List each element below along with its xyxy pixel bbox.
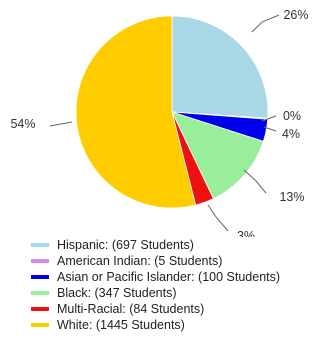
legend-swatch-2 [31, 275, 49, 279]
leader-line-0 [251, 14, 280, 33]
legend-label-0: Hispanic: (697 Students) [57, 238, 194, 252]
legend-swatch-3 [31, 291, 49, 295]
leader-line-1 [261, 115, 277, 122]
pie-slice-0 [171, 15, 269, 119]
legend-item-1: American Indian: (5 Students) [31, 253, 280, 269]
pie-slices [75, 15, 269, 209]
legend-label-2: Asian or Pacific Islander: (100 Students… [57, 270, 281, 284]
legend-item-2: Asian or Pacific Islander: (100 Students… [31, 269, 280, 285]
slice-percent-label-4: 3% [237, 229, 255, 237]
slice-percent-label-3: 13% [279, 190, 304, 204]
legend-item-4: Multi-Racial: (84 Students) [31, 301, 280, 317]
slice-percent-label-0: 26% [283, 8, 308, 22]
pie-labels: 26% 0% 4% 13% 3% 54% [10, 8, 308, 237]
legend-label-1: American Indian: (5 Students) [57, 254, 223, 268]
slice-percent-label-1: 0% [283, 109, 301, 123]
pie-plot: 26% 0% 4% 13% 3% 54% [10, 8, 308, 237]
pie-slice-5 [75, 15, 197, 209]
legend-swatch-5 [31, 323, 49, 327]
legend-swatch-4 [31, 307, 49, 311]
legend-label-4: Multi-Racial: (84 Students) [57, 302, 205, 316]
legend-item-3: Black: (347 Students) [31, 285, 280, 301]
legend-label-3: Black: (347 Students) [57, 286, 177, 300]
leader-line-5 [49, 121, 73, 127]
leader-line-4 [207, 204, 229, 232]
legend-label-5: White: (1445 Students) [57, 318, 185, 332]
pie-slice-3 [171, 111, 264, 200]
slice-percent-label-2: 4% [282, 127, 300, 141]
leader-line-3 [243, 169, 267, 194]
legend-item-5: White: (1445 Students) [31, 317, 280, 333]
legend-swatch-1 [31, 259, 49, 263]
leader-line-2 [263, 126, 277, 132]
legend-swatch-0 [31, 243, 49, 247]
legend-item-0: Hispanic: (697 Students) [31, 237, 280, 253]
chart-legend: Hispanic: (697 Students) American Indian:… [31, 237, 280, 333]
slice-percent-label-5: 54% [10, 117, 35, 131]
